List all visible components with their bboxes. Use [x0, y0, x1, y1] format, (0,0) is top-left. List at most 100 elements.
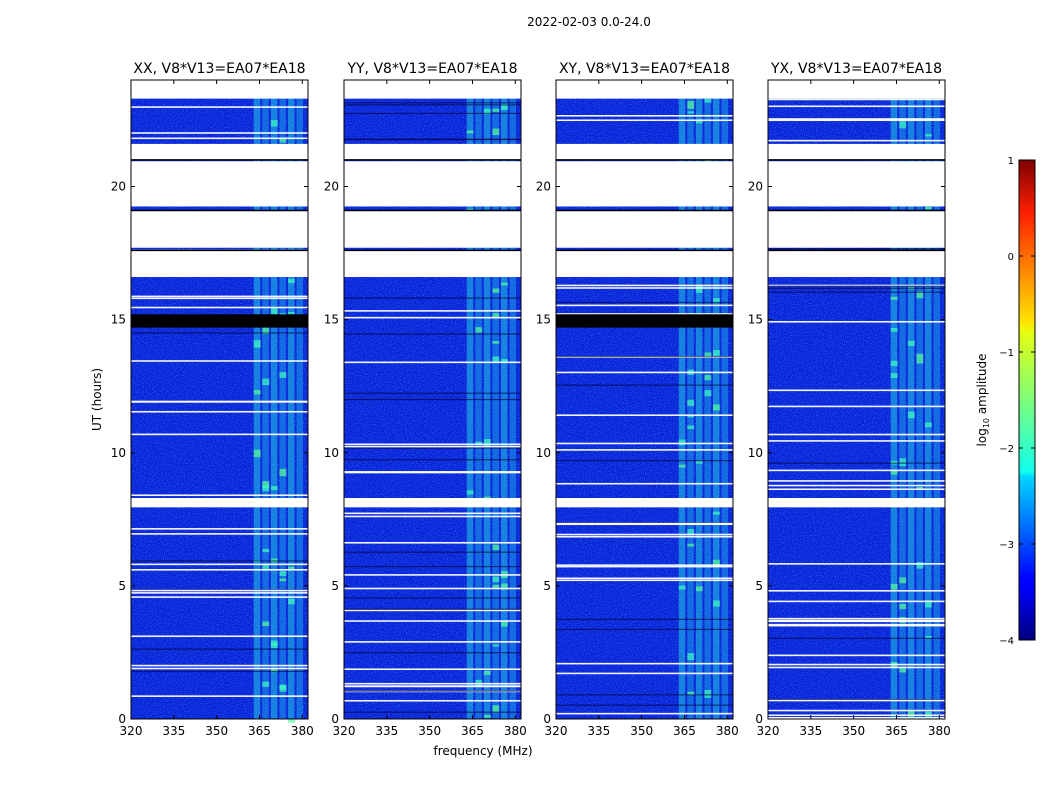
ytick-label: 15	[748, 313, 763, 327]
rfi-stripe	[704, 80, 711, 719]
rfi-spot	[288, 312, 295, 315]
flag-line	[768, 624, 945, 627]
flag-line	[131, 596, 308, 598]
flag-line	[344, 333, 521, 335]
data-gap	[556, 161, 733, 207]
rfi-stripe	[253, 80, 261, 719]
flag-line	[131, 695, 308, 697]
ytick-label: 0	[543, 712, 551, 726]
flag-line	[131, 648, 308, 650]
rfi-spot	[279, 372, 287, 378]
rfi-spot	[270, 120, 278, 127]
rfi-spot	[483, 715, 491, 718]
rfi-stripe	[695, 80, 703, 719]
flag-line	[556, 577, 733, 580]
rfi-spot	[899, 120, 907, 129]
data-gap	[344, 210, 521, 248]
ytick-label: 10	[748, 446, 763, 460]
xtick-label: 365	[248, 724, 271, 738]
flag-line	[768, 637, 945, 639]
flag-line	[768, 118, 945, 120]
rfi-spot	[466, 130, 474, 134]
flag-line	[768, 480, 945, 482]
rfi-spot	[687, 414, 695, 418]
flag-line	[556, 533, 733, 536]
flag-line	[344, 459, 521, 461]
rfi-spot	[492, 644, 500, 647]
rfi-spot	[704, 375, 712, 381]
flag-line	[344, 565, 521, 568]
panel-title: XY, V8*V13=EA07*EA18	[559, 61, 730, 77]
flag-line	[556, 564, 733, 566]
panel-title: YX, V8*V13=EA07*EA18	[770, 61, 942, 77]
xtick-label: 320	[333, 724, 356, 738]
flag-line	[344, 620, 521, 622]
colorbar-tick-label: −2	[999, 444, 1014, 455]
flag-line	[556, 618, 733, 620]
rfi-stripe	[721, 80, 729, 719]
axes-frame	[343, 79, 522, 720]
axes-frame	[555, 79, 734, 720]
flag-line	[768, 484, 945, 487]
rfi-stripe	[890, 80, 898, 719]
rfi-spot	[262, 681, 270, 687]
flag-line	[768, 405, 945, 408]
ytick-label: 0	[118, 712, 126, 726]
rfi-spot	[899, 668, 907, 673]
flag-line	[131, 295, 308, 298]
xtick-label: 380	[504, 724, 527, 738]
flag-line	[556, 313, 733, 315]
rfi-spot	[288, 598, 295, 605]
flag-line	[556, 460, 733, 462]
ytick-label: 5	[331, 579, 339, 593]
flag-line	[768, 287, 945, 289]
flag-line	[768, 98, 945, 101]
flag-line	[556, 442, 733, 445]
data-gap	[768, 161, 945, 207]
flag-line	[344, 685, 521, 688]
flag-line	[768, 714, 945, 717]
flag-line	[131, 332, 308, 334]
data-gap	[556, 80, 733, 99]
colorbar-ticks: 1 0 −1 −2 −3 −4	[999, 156, 1035, 647]
flag-line	[768, 285, 945, 287]
flag-line	[556, 522, 733, 525]
rfi-spot	[501, 621, 508, 627]
rfi-stripe	[916, 80, 923, 719]
flag-line	[131, 106, 308, 108]
flag-line	[131, 635, 308, 638]
flag-line	[344, 138, 521, 140]
rfi-spot	[687, 543, 695, 547]
rfi-spot	[695, 461, 703, 464]
data-gap	[556, 250, 733, 278]
rfi-spot	[279, 578, 287, 582]
data-gap	[768, 498, 945, 508]
flag-line	[131, 494, 308, 497]
flag-line	[344, 668, 521, 671]
data-gap	[556, 498, 733, 508]
flag-line	[344, 104, 521, 106]
flag-line	[768, 248, 945, 250]
flag-line	[556, 371, 733, 374]
flag-line	[556, 119, 733, 122]
flag-line	[344, 361, 521, 364]
xtick-label: 335	[799, 724, 822, 738]
flag-line	[131, 533, 308, 535]
rfi-spot	[262, 378, 270, 386]
data-gap	[768, 143, 945, 160]
flag-line	[556, 694, 733, 696]
ytick-label: 10	[111, 446, 126, 460]
rfi-spot	[466, 490, 474, 495]
flag-line	[131, 401, 308, 403]
rfi-spot	[916, 562, 924, 569]
data-gap	[131, 143, 308, 160]
flag-line	[768, 284, 945, 287]
rfi-spot	[916, 356, 924, 364]
flag-line	[768, 320, 945, 323]
flag-line	[556, 672, 733, 675]
flag-line	[131, 664, 308, 667]
rfi-spot	[890, 373, 898, 378]
rfi-stripe	[678, 80, 686, 719]
flag-line	[131, 132, 308, 134]
colorbar-gradient	[1018, 159, 1036, 641]
